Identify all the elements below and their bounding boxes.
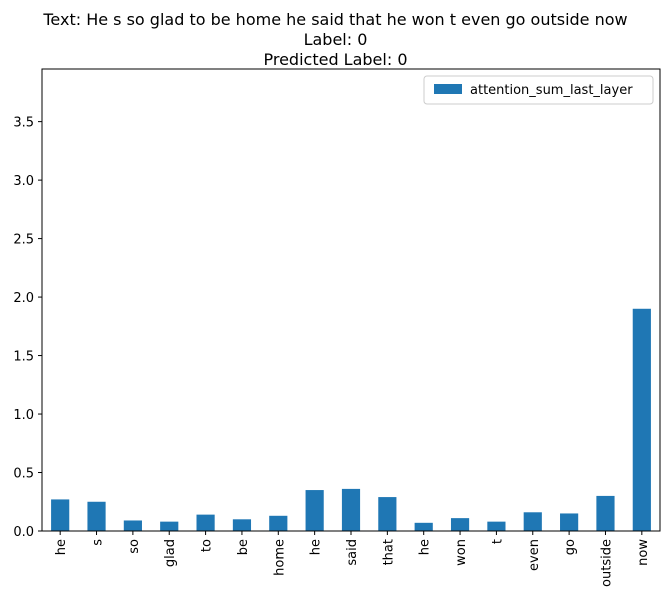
legend-box: [423, 75, 654, 105]
x-tick-label: now: [636, 539, 651, 566]
y-tick-label: 1.5: [13, 350, 34, 365]
bar-12-t: [487, 521, 506, 531]
x-tick-label: won: [454, 539, 469, 566]
x-tick-label: he: [54, 539, 69, 555]
bar-9-that: [378, 497, 397, 531]
bar-11-won: [450, 518, 470, 531]
x-tick-label: t: [490, 539, 505, 544]
x-tick-label: that: [381, 539, 396, 565]
bar-8-said: [341, 488, 361, 531]
bar-10-he: [414, 522, 433, 531]
bar-16-now: [632, 308, 651, 531]
chart-title-line-3: Predicted Label: 0: [263, 50, 408, 69]
y-tick-label: 0.5: [13, 467, 34, 482]
bar-2-so: [123, 520, 142, 531]
x-tick-label: go: [563, 539, 578, 555]
legend: attention_sum_last_layer: [423, 75, 654, 105]
y-axis: 0.0 0.5 1.0 1.5 2.0 2.5 3.0 3.5: [13, 116, 42, 540]
bar-4-to: [196, 514, 215, 531]
bar-1-s: [87, 501, 106, 531]
chart-title-line-1: Text: He s so glad to be home he said th…: [43, 10, 628, 29]
x-tick-label: outside: [599, 539, 614, 587]
x-tick-label: said: [345, 539, 360, 566]
y-tick-label: 3.5: [13, 116, 34, 131]
plot-frame: [41, 68, 661, 532]
y-tick-label: 3.0: [13, 174, 34, 189]
x-tick-label: to: [200, 539, 215, 552]
bar-13-even: [523, 512, 542, 531]
y-tick-label: 2.0: [13, 291, 34, 306]
bar-0-he: [51, 499, 70, 531]
y-tick-label: 0.0: [13, 525, 34, 540]
y-tick-label: 1.0: [13, 408, 34, 423]
chart-title-line-2: Label: 0: [303, 30, 368, 49]
legend-label: attention_sum_last_layer: [470, 83, 633, 98]
bars-group: [51, 308, 651, 531]
x-tick-label: s: [91, 539, 106, 546]
bar-5-be: [232, 519, 252, 531]
x-axis: he s so glad to be home he said that he won t even go o…: [54, 531, 651, 587]
bar-14-go: [560, 513, 579, 531]
x-tick-label: home: [272, 539, 287, 576]
legend-swatch: [434, 84, 462, 94]
bar-15-outside: [596, 495, 615, 531]
x-tick-label: he: [309, 539, 324, 555]
x-tick-label: he: [418, 539, 433, 555]
x-tick-label: glad: [163, 539, 178, 567]
y-tick-label: 2.5: [13, 233, 34, 248]
bar-7-he: [305, 490, 324, 531]
bar-6-home: [269, 515, 288, 531]
x-tick-label: even: [527, 539, 542, 571]
x-tick-label: be: [236, 539, 251, 555]
bar-3-glad: [160, 521, 179, 531]
x-tick-label: so: [127, 539, 142, 554]
